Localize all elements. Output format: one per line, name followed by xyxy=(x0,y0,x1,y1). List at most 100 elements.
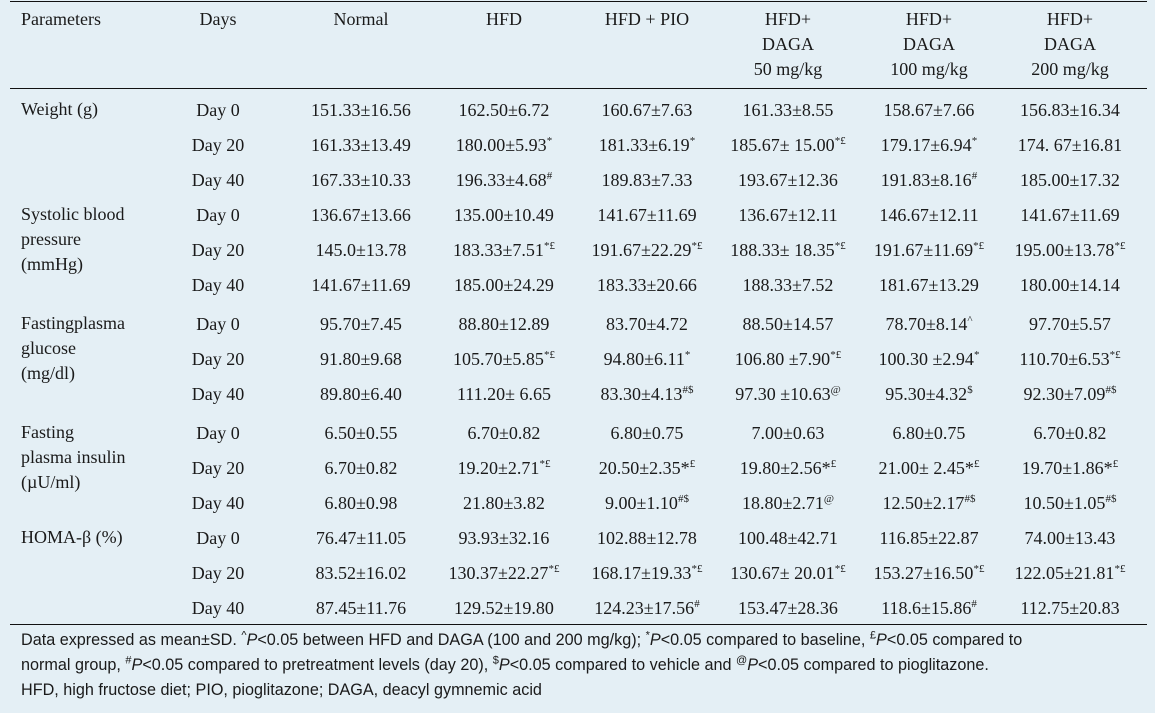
value-cell: 153.47±28.36 xyxy=(738,598,838,618)
significance-marker: £ xyxy=(973,458,980,470)
value-text: 19.20±2.71 xyxy=(457,458,540,478)
value-cell: 105.70±5.85*£ xyxy=(453,349,555,369)
value-text: 6.80±0.75 xyxy=(610,423,684,443)
value-cell: 183.33±7.51*£ xyxy=(453,240,555,260)
value-text: 141.67±11.69 xyxy=(1020,205,1120,225)
value-cell: 9.00±1.10#$ xyxy=(605,493,689,513)
value-text: 95.70±7.45 xyxy=(320,314,402,334)
value-text: 188.33± 18.35 xyxy=(730,240,835,260)
value-text: 181.33±6.19 xyxy=(598,135,690,155)
value-cell: 195.00±13.78*£ xyxy=(1015,240,1126,260)
day-cell: Day 40 xyxy=(191,493,245,513)
parameter-label: (mg/dl) xyxy=(21,363,75,383)
footnote-symbol: ^ xyxy=(241,629,247,642)
significance-marker: *£ xyxy=(834,135,846,147)
value-text: 136.67±13.66 xyxy=(311,205,411,225)
value-cell: 135.00±10.49 xyxy=(454,205,554,225)
value-cell: 19.80±2.56*£ xyxy=(740,458,836,478)
value-cell: 21.00± 2.45*£ xyxy=(879,458,980,478)
value-text: 179.17±6.94 xyxy=(880,135,972,155)
value-cell: 136.67±13.66 xyxy=(311,205,411,225)
footnote-p: P xyxy=(246,631,258,649)
value-text: 21.80±3.82 xyxy=(463,493,545,513)
footnote-symbol: # xyxy=(125,654,132,667)
value-text: 21.00± 2.45* xyxy=(878,458,974,478)
value-cell: 151.33±16.56 xyxy=(311,100,411,120)
value-cell: 181.33±6.19* xyxy=(599,135,695,155)
value-cell: 106.80 ±7.90*£ xyxy=(735,349,841,369)
value-text: 145.0±13.78 xyxy=(315,240,407,260)
value-text: 91.80±9.68 xyxy=(320,349,402,369)
header-daga-100-line3: 100 mg/kg xyxy=(890,59,968,79)
value-cell: 130.37±22.27*£ xyxy=(449,563,560,583)
value-text: 183.33±20.66 xyxy=(597,275,697,295)
value-text: 87.45±11.76 xyxy=(315,598,407,618)
value-text: 161.33±13.49 xyxy=(311,135,411,155)
value-cell: 141.67±11.69 xyxy=(1020,205,1119,225)
value-text: 156.83±16.34 xyxy=(1020,100,1120,120)
value-text: 6.50±0.55 xyxy=(324,423,398,443)
significance-marker: *£ xyxy=(543,349,555,361)
value-text: 160.67±7.63 xyxy=(601,100,693,120)
value-cell: 185.67± 15.00*£ xyxy=(730,135,845,155)
value-cell: 146.67±12.11 xyxy=(879,205,978,225)
header-daga-50-line1: HFD+ xyxy=(764,9,812,29)
significance-marker: @ xyxy=(823,493,835,505)
value-cell: 181.67±13.29 xyxy=(879,275,979,295)
value-cell: 92.30±7.09#$ xyxy=(1024,384,1117,404)
value-cell: 189.83±7.33 xyxy=(602,170,693,190)
value-cell: 145.0±13.78 xyxy=(316,240,407,260)
value-cell: 188.33±7.52 xyxy=(743,275,834,295)
header-daga-200: HFD+ DAGA 200 mg/kg xyxy=(1031,7,1109,82)
significance-marker: #$ xyxy=(682,384,694,396)
significance-marker: *£ xyxy=(548,563,560,575)
value-text: 6.80±0.75 xyxy=(892,423,966,443)
significance-marker: *£ xyxy=(691,240,703,252)
value-text: 146.67±12.11 xyxy=(879,205,979,225)
value-cell: 179.17±6.94* xyxy=(881,135,977,155)
value-text: 97.30 ±10.63 xyxy=(735,384,831,404)
header-days: Days xyxy=(199,9,237,29)
value-text: 102.88±12.78 xyxy=(597,528,697,548)
value-cell: 20.50±2.35*£ xyxy=(599,458,695,478)
value-cell: 95.70±7.45 xyxy=(320,314,402,334)
footnote-p: P xyxy=(747,656,759,674)
value-text: 7.00±0.63 xyxy=(751,423,825,443)
parameter-label: plasma insulin xyxy=(21,447,126,467)
footnote-p: P xyxy=(876,631,887,649)
header-hfd-pio: HFD + PIO xyxy=(604,9,690,29)
parameter-label: pressure xyxy=(21,229,81,249)
day-cell: Day 0 xyxy=(196,528,240,548)
value-cell: 7.00±0.63 xyxy=(752,423,825,443)
value-cell: 141.67±11.69 xyxy=(597,205,696,225)
value-text: 6.70±0.82 xyxy=(324,458,398,478)
header-rule xyxy=(10,88,1147,89)
value-cell: 6.70±0.82 xyxy=(325,458,398,478)
value-text: 106.80 ±7.90 xyxy=(734,349,831,369)
value-cell: 118.6±15.86# xyxy=(881,598,977,618)
value-text: 92.30±7.09 xyxy=(1023,384,1106,404)
day-cell: Day 40 xyxy=(191,170,245,190)
value-cell: 6.80±0.98 xyxy=(325,493,398,513)
value-text: 118.6±15.86 xyxy=(881,598,972,618)
value-cell: 158.67±7.66 xyxy=(884,100,975,120)
value-text: 94.80±6.11 xyxy=(603,349,685,369)
parameter-label: (mmHg) xyxy=(21,254,83,274)
value-text: 6.70±0.82 xyxy=(467,423,541,443)
footnote-symbol: * xyxy=(645,629,650,642)
footnote-text: <0.05 compared to pretreatment levels (d… xyxy=(142,656,493,674)
value-cell: 6.80±0.75 xyxy=(611,423,684,443)
footnote-symbol: $ xyxy=(492,654,499,667)
day-cell: Day 20 xyxy=(191,563,245,583)
value-cell: 74.00±13.43 xyxy=(1025,528,1116,548)
value-cell: 100.30 ±2.94* xyxy=(879,349,980,369)
value-text: 185.67± 15.00 xyxy=(730,135,835,155)
value-cell: 111.20± 6.65 xyxy=(457,384,551,404)
significance-marker: # xyxy=(546,170,553,182)
significance-marker: # xyxy=(971,598,977,610)
value-text: 183.33±7.51 xyxy=(453,240,544,260)
value-text: 135.00±10.49 xyxy=(454,205,554,225)
value-cell: 102.88±12.78 xyxy=(597,528,697,548)
value-text: 153.47±28.36 xyxy=(738,598,838,618)
